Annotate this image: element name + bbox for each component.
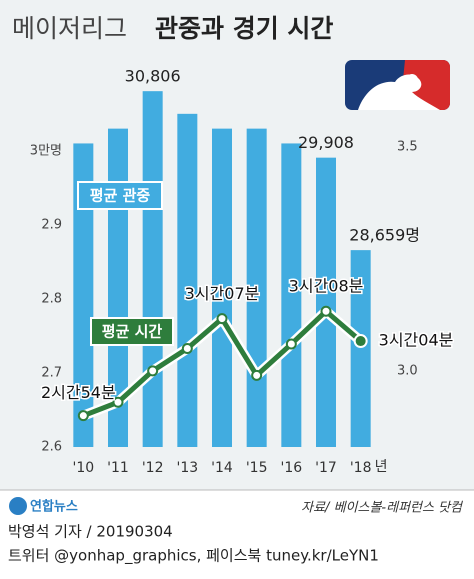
bar-value-label: 29,908 bbox=[298, 133, 354, 152]
x-tick-label: '17 bbox=[315, 460, 337, 476]
point bbox=[181, 343, 193, 355]
bar bbox=[316, 157, 336, 447]
chart-title: 메이저리그 bbox=[12, 14, 127, 43]
logo-text: 연합뉴스 bbox=[30, 499, 78, 515]
point bbox=[216, 313, 228, 325]
point bbox=[251, 369, 263, 381]
x-tick-label: '18 bbox=[350, 460, 372, 476]
chart-title-bold: 관중과 경기 시간 bbox=[155, 14, 333, 43]
social: 트위터 @yonhap_graphics, 페이스북 tuney.kr/LeYN… bbox=[8, 547, 379, 566]
x-unit: 년 bbox=[375, 459, 388, 475]
label-box bbox=[90, 317, 174, 346]
x-tick-label: '14 bbox=[211, 460, 233, 476]
point bbox=[285, 338, 297, 350]
line-value-label: 3시간04분 bbox=[379, 331, 454, 350]
y2-tick-label: 3.0 bbox=[397, 363, 418, 378]
y2-tick-label: 3.5 bbox=[397, 140, 418, 155]
point bbox=[353, 334, 368, 349]
bar bbox=[73, 143, 94, 447]
y-tick-label: 2.8 bbox=[41, 291, 62, 306]
bar-value-label: 28,659명 bbox=[349, 226, 420, 245]
source: 자료/ 베이스볼-레퍼런스 닷컴 bbox=[301, 501, 464, 516]
bar bbox=[142, 91, 163, 448]
yonhap-logo: 연합뉴스 bbox=[9, 497, 78, 515]
x-tick-label: '16 bbox=[280, 460, 302, 476]
line-value-label: 3시간08분 bbox=[289, 277, 364, 296]
line-value-label: 2시간54분 bbox=[41, 383, 116, 402]
y-tick-label: 3만명 bbox=[30, 143, 62, 158]
x-tick-label: '12 bbox=[142, 460, 164, 476]
mlb-logo bbox=[345, 60, 450, 110]
x-tick-label: '15 bbox=[246, 460, 268, 476]
bar bbox=[177, 113, 198, 448]
y-tick-label: 2.9 bbox=[41, 217, 62, 232]
legend-label: 평균 시간 bbox=[102, 323, 163, 341]
y-tick-label: 2.6 bbox=[41, 440, 62, 455]
y-tick-label: 2.7 bbox=[41, 365, 62, 380]
point bbox=[77, 410, 89, 422]
line-value-label: 3시간07분 bbox=[185, 284, 260, 303]
point bbox=[112, 396, 124, 408]
point bbox=[320, 305, 332, 317]
x-tick-label: '13 bbox=[176, 460, 198, 476]
bar bbox=[281, 143, 302, 447]
bar-value-label: 30,806 bbox=[125, 67, 181, 86]
label-box bbox=[77, 181, 163, 210]
x-tick-label: '11 bbox=[107, 460, 129, 476]
bar bbox=[350, 250, 371, 447]
legend-label: 평균 관중 bbox=[90, 187, 151, 205]
bar bbox=[212, 128, 232, 447]
point bbox=[147, 365, 159, 377]
byline: 박영석 기자 / 20190304 bbox=[8, 523, 173, 541]
x-tick-label: '10 bbox=[72, 460, 94, 476]
